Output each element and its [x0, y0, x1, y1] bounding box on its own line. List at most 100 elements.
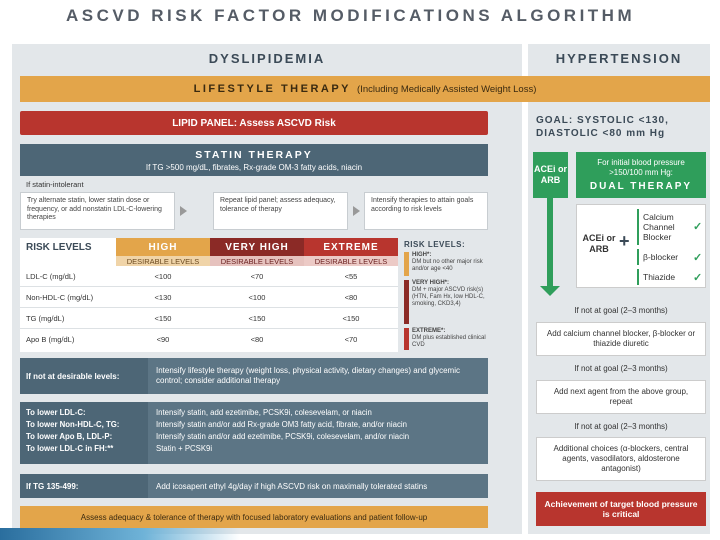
not-at-goal-label: If not at goal (2–3 months)	[574, 422, 668, 431]
bp-goal: GOAL: SYSTOLIC <130, DIASTOLIC <80 mm Hg	[536, 115, 669, 139]
acei-arb-box: ACEi or ARB	[533, 152, 568, 198]
row-value: <70	[344, 335, 358, 344]
dual-option-2: β-blocker ✓	[637, 249, 705, 265]
page-title: ASCVD RISK FACTOR MODIFICATIONS ALGORITH…	[66, 6, 636, 25]
row-value: <80	[344, 292, 358, 302]
lifestyle-subtitle: (Including Medically Assisted Weight Los…	[357, 83, 537, 95]
risk-key-heading: HIGH*:	[412, 252, 432, 258]
lipid-panel-label: LIPID PANEL: Assess ASCVD Risk	[172, 117, 336, 129]
step-box-3: Additional choices (α-blockers, central …	[536, 437, 706, 481]
desirable-levels-label: DESIRABLE LEVELS	[304, 256, 398, 266]
not-at-goal-label: If not at goal (2–3 months)	[574, 306, 668, 315]
risk-key-text: DM + major ASCVD risk(s) (HTN, Fam Hx, l…	[412, 287, 485, 307]
not-at-goal-label: If not at goal (2–3 months)	[574, 364, 668, 373]
row-value: <150	[342, 313, 360, 323]
decorative-stripe	[0, 528, 240, 540]
not-desirable-label: If not at desirable levels:	[26, 371, 120, 381]
statin-option-box-3: Intensify therapies to attain goals acco…	[364, 192, 488, 230]
risk-levels-key: RISK LEVELS: HIGH*: DM but no other major…	[404, 240, 490, 350]
table-row: Non-HDL-C (mg/dL) <130 <100 <80	[20, 287, 398, 308]
risk-levels-title: RISK LEVELS	[26, 241, 92, 253]
table-row: LDL-C (mg/dL) <100 <70 <55	[20, 266, 398, 287]
lower-label: To lower LDL-C:	[26, 408, 86, 417]
row-value: <90	[156, 335, 170, 344]
risk-key-text: DM plus established clinical CVD	[412, 335, 486, 348]
table-row: Apo B (mg/dL) <90 <80 <70	[20, 329, 398, 350]
row-value: <130	[154, 292, 172, 302]
row-value: <70	[250, 271, 264, 281]
row-value: <150	[248, 313, 266, 323]
row-value: <80	[250, 335, 264, 344]
risk-key-title: RISK LEVELS:	[404, 240, 466, 249]
acei-arb-2: ACEi or ARB	[581, 219, 617, 269]
achievement-text: Achievement of target blood pressure is …	[544, 499, 698, 519]
check-icon: ✓	[693, 271, 703, 284]
risk-levels-table: RISK LEVELS HIGH VERY HIGH EXTREME DESIR…	[20, 238, 398, 352]
table-row: TG (mg/dL) <150 <150 <150	[20, 308, 398, 329]
column-very-high: VERY HIGH	[210, 238, 304, 256]
acei-arb-label: ACEi or ARB	[533, 164, 567, 185]
statin-therapy-box: STATIN THERAPY If TG >500 mg/dL, fibrate…	[20, 144, 488, 176]
dyslipidemia-header: DYSLIPIDEMIA	[208, 51, 326, 66]
not-desirable-text: Intensify lifestyle therapy (weight loss…	[148, 358, 488, 394]
statin-title: STATIN THERAPY	[195, 148, 313, 161]
statin-subtitle: If TG >500 mg/dL, fibrates, Rx-grade OM-…	[145, 162, 363, 172]
plus-icon: +	[619, 231, 630, 251]
column-high: HIGH	[116, 238, 210, 256]
statin-intolerant-label: If statin-intolerant	[26, 180, 84, 189]
lifestyle-therapy-bar: LIFESTYLE THERAPY (Including Medically A…	[20, 76, 710, 102]
tg-label: If TG 135-499:	[26, 481, 79, 491]
statin-option-box-1: Try alternate statin, lower statin dose …	[20, 192, 175, 230]
dual-option-1: Calcium Channel Blocker ✓	[637, 209, 705, 245]
row-label: LDL-C (mg/dL)	[26, 271, 76, 281]
initial-bp-box: For initial blood pressure >150/100 mm H…	[576, 152, 706, 198]
hypertension-header: HYPERTENSION	[555, 51, 683, 66]
arrow-down-icon	[547, 198, 553, 286]
acei-arb-2-label: ACEi or ARB	[582, 233, 616, 254]
initial-bp-text: For initial blood pressure >150/100 mm H…	[597, 158, 685, 177]
row-label: Apo B (mg/dL)	[26, 335, 75, 344]
column-extreme: EXTREME	[304, 238, 398, 256]
lifestyle-title: LIFESTYLE THERAPY	[193, 83, 352, 95]
desirable-levels-label: DESIRABLE LEVELS	[116, 256, 210, 266]
row-value: <150	[154, 313, 172, 323]
not-desirable-row: If not at desirable levels: Intensify li…	[20, 358, 488, 394]
arrow-head-icon	[540, 286, 560, 296]
tg-row: If TG 135-499: Add icosapent ethyl 4g/da…	[20, 474, 488, 498]
lipid-panel-bar: LIPID PANEL: Assess ASCVD Risk	[20, 111, 488, 135]
lower-label: To lower Non-HDL-C, TG:	[26, 420, 120, 429]
dual-option-3: Thiazide ✓	[637, 269, 705, 285]
lower-targets-box: To lower LDL-C: To lower Non-HDL-C, TG: …	[20, 402, 488, 464]
arrow-right-icon	[180, 206, 187, 216]
row-value: <100	[248, 292, 266, 302]
row-value: <100	[154, 271, 172, 281]
arrow-right-icon	[353, 206, 360, 216]
risk-key-text: DM but no other major risk and/or age <4…	[412, 259, 483, 272]
dual-therapy-label: DUAL THERAPY	[589, 181, 693, 192]
lower-text: Intensify statin, add ezetimibe, PCSK9i,…	[156, 408, 372, 417]
desirable-levels-label: DESIRABLE LEVELS	[210, 256, 304, 266]
risk-key-heading: EXTREME*:	[412, 328, 446, 334]
achievement-box: Achievement of target blood pressure is …	[536, 492, 706, 526]
row-label: Non-HDL-C (mg/dL)	[26, 292, 94, 302]
row-label: TG (mg/dL)	[26, 313, 65, 323]
row-value: <55	[344, 271, 358, 281]
lower-text: Statin + PCSK9i	[156, 444, 213, 453]
assess-adequacy-text: Assess adequacy & tolerance of therapy w…	[80, 512, 428, 522]
option-label: Calcium Channel Blocker	[643, 212, 675, 242]
statin-option-box-2: Repeat lipid panel; assess adequacy, tol…	[213, 192, 348, 230]
lower-text: Intensify statin and/or add Rx-grade OM3…	[156, 420, 407, 429]
check-icon: ✓	[693, 221, 703, 233]
option-label: β-blocker	[643, 252, 679, 262]
option-label: Thiazide	[643, 272, 676, 282]
step-box-1: Add calcium channel blocker, β-blocker o…	[536, 322, 706, 356]
assess-adequacy-bar: Assess adequacy & tolerance of therapy w…	[20, 506, 488, 528]
dual-therapy-detail: ACEi or ARB + Calcium Channel Blocker ✓ …	[576, 204, 706, 288]
check-icon: ✓	[693, 251, 703, 264]
lower-label: To lower LDL-C in FH:**	[26, 444, 114, 453]
lower-text: Intensify statin and/or add ezetimibe, P…	[156, 432, 410, 441]
step-box-2: Add next agent from the above group, rep…	[536, 380, 706, 414]
tg-text: Add icosapent ethyl 4g/day if high ASCVD…	[148, 474, 488, 498]
risk-key-heading: VERY HIGH*:	[412, 280, 450, 286]
lower-label: To lower Apo B, LDL-P:	[26, 432, 113, 441]
